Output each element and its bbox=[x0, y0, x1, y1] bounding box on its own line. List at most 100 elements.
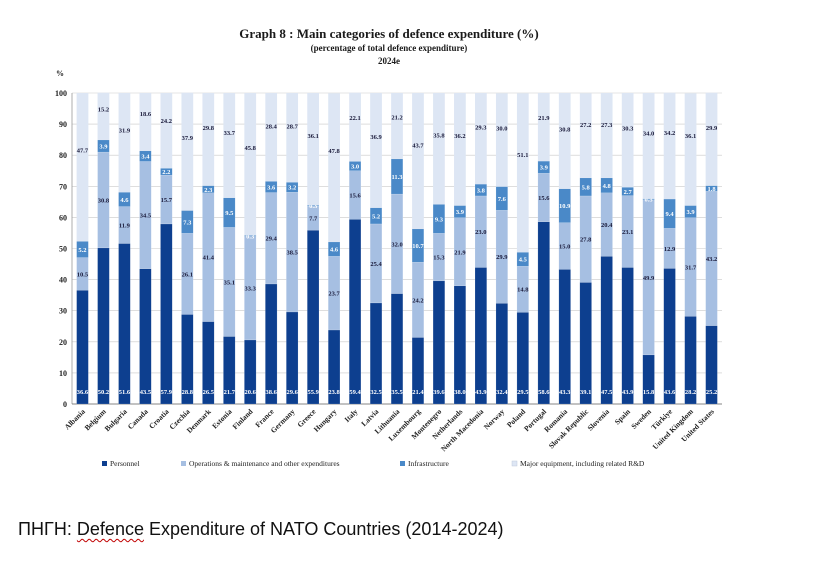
data-label: 3.9 bbox=[540, 165, 549, 172]
data-label: 15.3 bbox=[433, 255, 445, 262]
source-text: Expenditure of NATO Countries (2014-2024… bbox=[143, 519, 504, 539]
data-label: 36.9 bbox=[370, 134, 382, 141]
data-label: 15.8 bbox=[643, 389, 655, 396]
data-label: 21.9 bbox=[454, 249, 466, 256]
bar-segment bbox=[537, 221, 550, 405]
data-label: 2.3 bbox=[204, 187, 213, 194]
data-label: 4.6 bbox=[120, 197, 129, 204]
bar-stack: 20.6 33.3 0.3 45.8 bbox=[244, 93, 257, 405]
data-label: 35.1 bbox=[224, 279, 235, 286]
bar-stack: 29.6 38.5 3.2 28.7 bbox=[286, 93, 299, 405]
bar-stack: 43.3 15.0 10.9 30.8 bbox=[558, 93, 571, 405]
data-label: 27.3 bbox=[601, 122, 613, 129]
bar-segment bbox=[265, 283, 278, 405]
bar-stack: 38.0 21.9 3.9 36.2 bbox=[453, 93, 466, 405]
data-label: 47.7 bbox=[77, 147, 89, 154]
data-label: 43.2 bbox=[706, 256, 717, 263]
bar-stack: 39.6 15.3 9.3 35.8 bbox=[432, 93, 445, 405]
data-label: 7.6 bbox=[498, 196, 507, 203]
bar-segment bbox=[76, 289, 89, 405]
data-label: 37.9 bbox=[182, 135, 194, 142]
bar-segment bbox=[286, 93, 299, 183]
data-label: 10.5 bbox=[77, 271, 89, 278]
data-label: 3.6 bbox=[267, 184, 276, 191]
data-label: 20.4 bbox=[601, 222, 613, 229]
data-label: 28.8 bbox=[182, 389, 194, 396]
bar-stack: 32.5 25.4 5.2 36.9 bbox=[369, 93, 382, 405]
bar-segment bbox=[579, 93, 592, 178]
data-label: 25.4 bbox=[370, 261, 382, 268]
data-label: 21.7 bbox=[224, 389, 236, 396]
data-label: 39.1 bbox=[580, 389, 591, 396]
bar-segment bbox=[139, 268, 152, 405]
category-label: Croatia bbox=[147, 407, 171, 431]
bar-segment bbox=[433, 93, 445, 205]
data-label: 3.2 bbox=[288, 185, 296, 192]
data-label: 10.7 bbox=[412, 243, 424, 250]
data-label: 29.6 bbox=[286, 389, 298, 396]
data-label: 35.5 bbox=[391, 389, 403, 396]
data-label: 10.9 bbox=[559, 203, 571, 210]
data-label: 3.9 bbox=[99, 144, 108, 151]
bar-segment bbox=[307, 93, 319, 206]
bar-stack: 55.9 7.7 0.3 36.1 bbox=[307, 93, 320, 405]
bar-segment bbox=[160, 93, 173, 169]
data-label: 21.9 bbox=[538, 115, 550, 122]
bar-stack: 58.6 15.6 3.9 21.9 bbox=[537, 93, 550, 405]
data-label: 4.8 bbox=[603, 183, 612, 190]
data-label: 2.2 bbox=[162, 169, 170, 176]
data-label: 3.0 bbox=[351, 164, 359, 171]
category-label: Norway bbox=[482, 407, 507, 432]
data-label: 29.8 bbox=[203, 125, 215, 132]
bar-segment bbox=[160, 223, 173, 405]
data-label: 47.5 bbox=[601, 389, 613, 396]
chart: Graph 8 : Main categories of defence exp… bbox=[55, 26, 722, 468]
bar-stack: 36.6 10.5 5.2 47.7 bbox=[76, 93, 89, 405]
data-label: 0.3 bbox=[246, 233, 255, 240]
source-note: ΠΗΓΗ: Defence Expenditure of NATO Countr… bbox=[18, 519, 504, 540]
bar-segment bbox=[223, 93, 236, 198]
bar-stack: 21.7 35.1 9.5 33.7 bbox=[223, 93, 236, 405]
data-label: 11.9 bbox=[119, 223, 131, 230]
data-label: 30.3 bbox=[622, 126, 634, 133]
bar-stack: 32.4 29.9 7.6 30.0 bbox=[495, 93, 508, 405]
data-label: 23.8 bbox=[328, 389, 340, 396]
bar-segment bbox=[453, 285, 466, 405]
data-label: 43.9 bbox=[622, 389, 634, 396]
y-tick-label: 100 bbox=[55, 89, 67, 98]
bar-segment bbox=[160, 174, 173, 225]
data-label: 5.2 bbox=[78, 247, 86, 254]
y-tick-label: 20 bbox=[59, 338, 67, 347]
bar-segment bbox=[181, 92, 194, 211]
data-label: 32.0 bbox=[391, 241, 402, 248]
data-label: 15.2 bbox=[98, 107, 109, 114]
data-label: 9.4 bbox=[666, 211, 675, 218]
data-label: 45.8 bbox=[245, 145, 257, 152]
data-label: 29.9 bbox=[496, 254, 508, 261]
data-label: 38.0 bbox=[454, 389, 465, 396]
data-label: 50.2 bbox=[98, 389, 109, 396]
category-label: Estonia bbox=[210, 407, 234, 431]
bar-stack: 28.2 31.7 3.9 36.1 bbox=[684, 93, 697, 405]
data-label: 36.6 bbox=[77, 389, 89, 396]
data-label: 21.4 bbox=[412, 389, 424, 396]
chart-subtitle-year: 2024e bbox=[378, 56, 400, 66]
data-label: 24.2 bbox=[161, 118, 172, 125]
chart-subtitle: (percentage of total defence expenditure… bbox=[311, 43, 468, 53]
data-label: 0.3 bbox=[645, 197, 654, 204]
bar-segment bbox=[621, 267, 634, 405]
data-label: 25.2 bbox=[706, 389, 717, 396]
bar-segment bbox=[663, 228, 676, 269]
data-label: 43.7 bbox=[412, 142, 424, 149]
bar-segment bbox=[516, 93, 529, 253]
data-label: 28.2 bbox=[685, 389, 696, 396]
data-label: 30.8 bbox=[559, 126, 571, 133]
data-label: 29.3 bbox=[475, 124, 487, 131]
data-label: 9.3 bbox=[435, 216, 444, 223]
data-label: 11.3 bbox=[391, 174, 403, 181]
data-label: 29.4 bbox=[266, 236, 278, 243]
data-label: 38.5 bbox=[286, 250, 298, 257]
data-label: 27.2 bbox=[580, 122, 591, 129]
data-label: 3.9 bbox=[686, 209, 695, 216]
data-label: 35.8 bbox=[433, 133, 445, 140]
